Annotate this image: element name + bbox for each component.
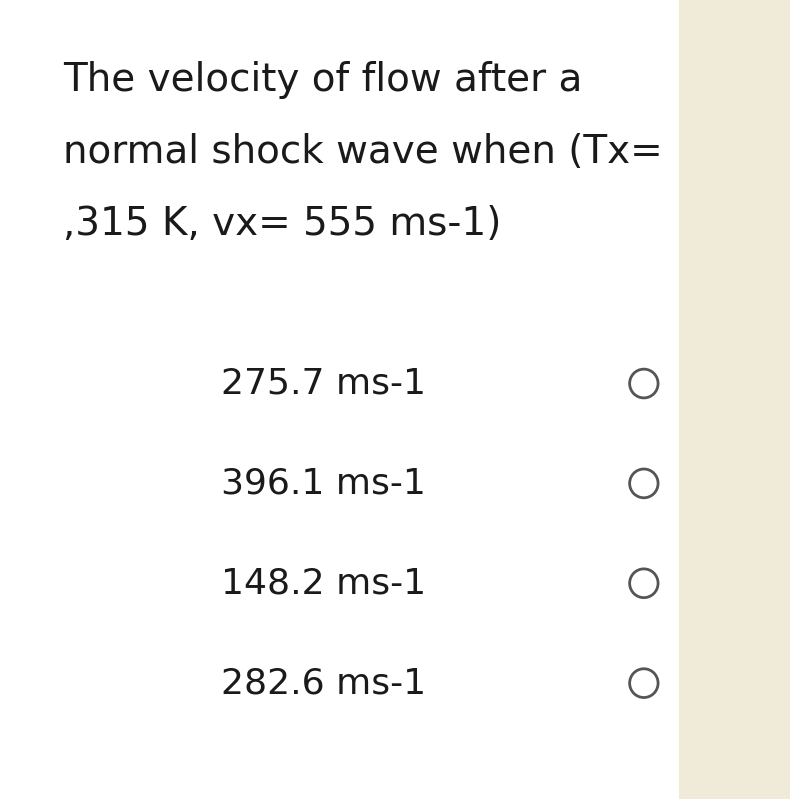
Text: 396.1 ms-1: 396.1 ms-1 — [221, 467, 426, 500]
FancyBboxPatch shape — [679, 0, 790, 799]
Text: normal shock wave when (Tx=: normal shock wave when (Tx= — [63, 133, 663, 171]
FancyBboxPatch shape — [0, 0, 679, 799]
Text: ,315 K, vx= 555 ms-1): ,315 K, vx= 555 ms-1) — [63, 205, 502, 243]
Text: The velocity of flow after a: The velocity of flow after a — [63, 61, 582, 99]
Text: 282.6 ms-1: 282.6 ms-1 — [221, 666, 427, 700]
Text: 275.7 ms-1: 275.7 ms-1 — [221, 367, 426, 400]
Text: 148.2 ms-1: 148.2 ms-1 — [221, 566, 427, 600]
